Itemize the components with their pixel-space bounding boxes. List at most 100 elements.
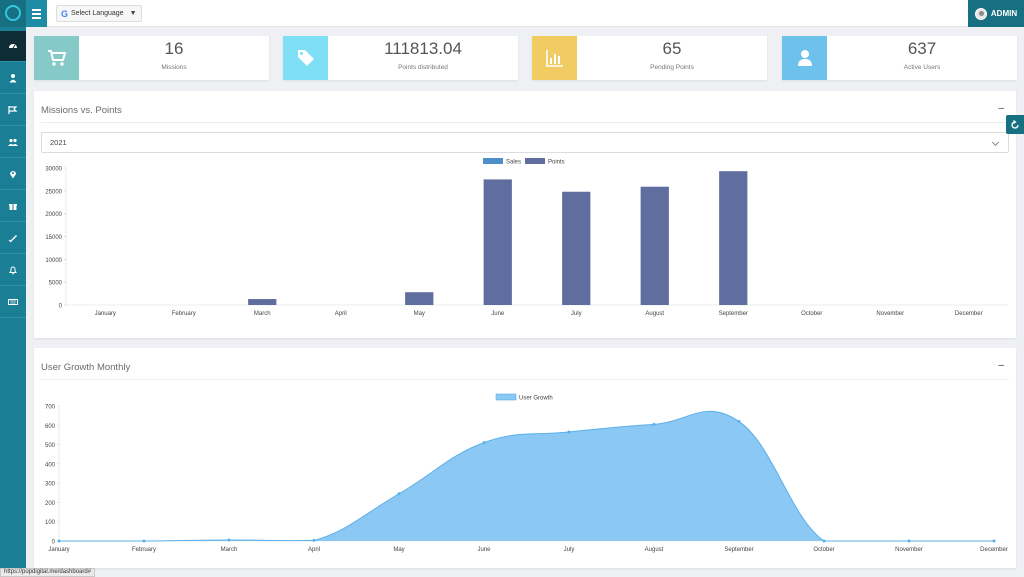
user-menu[interactable]: ADMIN xyxy=(968,0,1024,27)
y-tick-label: 600 xyxy=(45,424,56,430)
status-bar-url: https://popdigital.me/dashboard# xyxy=(0,568,96,577)
users-group-icon xyxy=(8,138,18,146)
ticket-icon xyxy=(8,235,17,243)
divider xyxy=(41,379,1009,380)
bar-chart-icon xyxy=(545,50,563,67)
y-tick-label: 5000 xyxy=(49,281,63,287)
x-tick-label: March xyxy=(254,311,271,317)
point-user-growth-december xyxy=(992,539,996,543)
avatar xyxy=(974,7,987,20)
sidebar-item-dashboard[interactable] xyxy=(0,31,26,62)
sidebar-item-users[interactable] xyxy=(0,127,26,158)
stat-label: Missions xyxy=(161,64,187,71)
year-select-value: 2021 xyxy=(50,138,67,147)
area-user-growth xyxy=(59,411,994,541)
y-tick-label: 25000 xyxy=(45,189,62,195)
point-user-growth-march xyxy=(227,538,231,542)
top-bar: G Select Language ▼ ADMIN xyxy=(0,0,1024,27)
user-growth-area-chart: 0 100 200 300 400 500 600 700 January February Mar… xyxy=(45,393,1008,553)
point-user-growth-february xyxy=(142,539,146,543)
sidebar-item-rewards[interactable] xyxy=(0,191,26,222)
sidebar-item-tickets[interactable] xyxy=(0,223,26,254)
point-user-growth-june xyxy=(482,441,486,445)
y-tick-label: 400 xyxy=(45,462,56,468)
language-label: Select Language xyxy=(71,10,124,17)
hamburger-menu-button[interactable] xyxy=(26,0,47,27)
caret-down-icon: ▼ xyxy=(129,10,137,17)
x-tick-label: May xyxy=(414,311,425,317)
stat-icon-box xyxy=(532,36,577,80)
stat-value: 111813.04 xyxy=(384,39,462,58)
x-tick-label: June xyxy=(491,311,505,317)
x-tick-label: September xyxy=(724,547,753,553)
stat-icon-box xyxy=(283,36,328,80)
sidebar-item-notifications[interactable] xyxy=(0,255,26,286)
x-tick-label: January xyxy=(48,547,69,553)
missions-vs-points-panel: Missions vs. Points – 2021 0 5000 10000 150… xyxy=(34,91,1016,338)
point-user-growth-october xyxy=(822,539,826,543)
sidebar-item-keyboard[interactable] xyxy=(0,287,26,318)
sidebar-item-missions[interactable] xyxy=(0,95,26,126)
collapse-button[interactable]: – xyxy=(998,360,1004,371)
x-tick-label: December xyxy=(955,311,983,317)
stat-label: Pending Points xyxy=(650,64,694,71)
bar-points-march xyxy=(248,299,277,305)
stat-value: 16 xyxy=(164,39,184,58)
refresh-button[interactable] xyxy=(1006,115,1024,134)
stat-icon-box xyxy=(782,36,827,80)
legend-swatch-user-growth xyxy=(495,393,517,401)
legend-swatch-sales xyxy=(483,158,503,164)
x-tick-label: July xyxy=(571,311,582,317)
x-tick-label: February xyxy=(132,547,156,553)
x-tick-label: July xyxy=(564,547,575,553)
dashboard-icon xyxy=(9,44,17,49)
line-user-growth xyxy=(58,410,994,542)
sidebar xyxy=(0,27,26,577)
y-tick-label: 30000 xyxy=(45,167,62,173)
legend-label-sales: Sales xyxy=(506,160,521,166)
point-user-growth-november xyxy=(907,539,911,543)
app-logo[interactable] xyxy=(0,0,26,27)
stat-icon-box xyxy=(34,36,79,80)
point-user-growth-august xyxy=(652,422,656,426)
keyboard-icon xyxy=(8,299,18,305)
sidebar-item-user[interactable] xyxy=(0,63,26,94)
y-tick-label: 20000 xyxy=(45,212,62,218)
language-selector[interactable]: G Select Language ▼ xyxy=(56,5,142,22)
sidebar-item-locations[interactable] xyxy=(0,159,26,190)
stat-value: 65 xyxy=(662,39,682,58)
y-tick-label: 300 xyxy=(45,482,56,488)
x-tick-label: August xyxy=(645,311,664,317)
point-user-growth-january xyxy=(57,539,61,543)
missions-points-bar-chart: 0 5000 10000 15000 20000 25000 30000 January Feb… xyxy=(45,158,1008,317)
y-tick-label: 10000 xyxy=(45,258,62,264)
x-tick-label: January xyxy=(95,311,116,317)
stat-label: Points distributed xyxy=(398,64,448,71)
divider xyxy=(41,122,1009,123)
point-user-growth-april xyxy=(312,538,316,542)
y-tick-label: 500 xyxy=(45,443,56,449)
year-select[interactable]: 2021 xyxy=(41,132,1009,153)
collapse-button[interactable]: – xyxy=(998,103,1004,114)
x-tick-label: April xyxy=(308,547,320,553)
y-tick-label: 0 xyxy=(59,304,63,310)
user-icon xyxy=(797,50,812,66)
tags-icon xyxy=(297,50,314,66)
bar-points-august xyxy=(640,186,669,305)
user-icon xyxy=(9,74,17,83)
map-pin-icon xyxy=(10,171,16,179)
legend-label-user-growth: User Growth xyxy=(519,396,553,402)
stat-label: Active Users xyxy=(903,64,941,71)
user-growth-panel: User Growth Monthly – 0 100 200 300 400 500 60… xyxy=(34,348,1016,568)
y-tick-label: 15000 xyxy=(45,235,62,241)
x-tick-label: March xyxy=(221,547,238,553)
stat-card-pending-points: 65 Pending Points xyxy=(532,36,767,80)
stat-card-active-users: 637 Active Users xyxy=(782,36,1017,80)
x-tick-label: May xyxy=(393,547,404,553)
x-tick-label: August xyxy=(645,547,664,553)
point-user-growth-july xyxy=(567,430,571,434)
bell-icon xyxy=(9,266,17,275)
y-tick-label: 200 xyxy=(45,501,56,507)
x-tick-label: April xyxy=(335,311,347,317)
stat-card-points-distributed: 111813.04 Points distributed xyxy=(283,36,518,80)
